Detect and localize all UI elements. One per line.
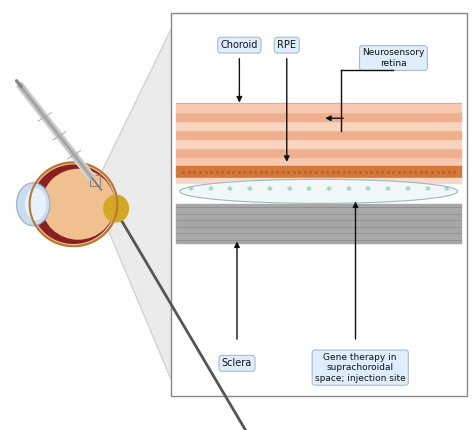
FancyBboxPatch shape [171, 13, 467, 396]
Text: *: * [346, 186, 351, 197]
Ellipse shape [17, 183, 50, 226]
Text: *: * [188, 186, 193, 197]
Text: *: * [365, 186, 371, 197]
Ellipse shape [29, 162, 117, 246]
Ellipse shape [41, 169, 115, 240]
Text: Choroid: Choroid [221, 40, 258, 50]
Ellipse shape [25, 188, 46, 220]
Text: *: * [266, 186, 273, 197]
Ellipse shape [32, 165, 115, 244]
Text: Sclera: Sclera [222, 358, 252, 369]
Text: *: * [444, 186, 450, 197]
Ellipse shape [180, 179, 457, 203]
Text: *: * [424, 186, 430, 197]
Text: Gene therapy in
suprachoroidal
space; injection site: Gene therapy in suprachoroidal space; in… [315, 353, 406, 383]
Text: Neurosensory
retina: Neurosensory retina [362, 48, 425, 68]
Text: *: * [326, 186, 332, 197]
Text: *: * [306, 186, 312, 197]
Ellipse shape [103, 194, 129, 223]
Polygon shape [90, 30, 171, 378]
Text: *: * [247, 186, 253, 197]
Text: RPE: RPE [277, 40, 296, 50]
Text: *: * [385, 186, 391, 197]
Text: *: * [227, 186, 233, 197]
Text: *: * [286, 186, 292, 197]
Text: *: * [207, 186, 213, 197]
Text: *: * [405, 186, 410, 197]
